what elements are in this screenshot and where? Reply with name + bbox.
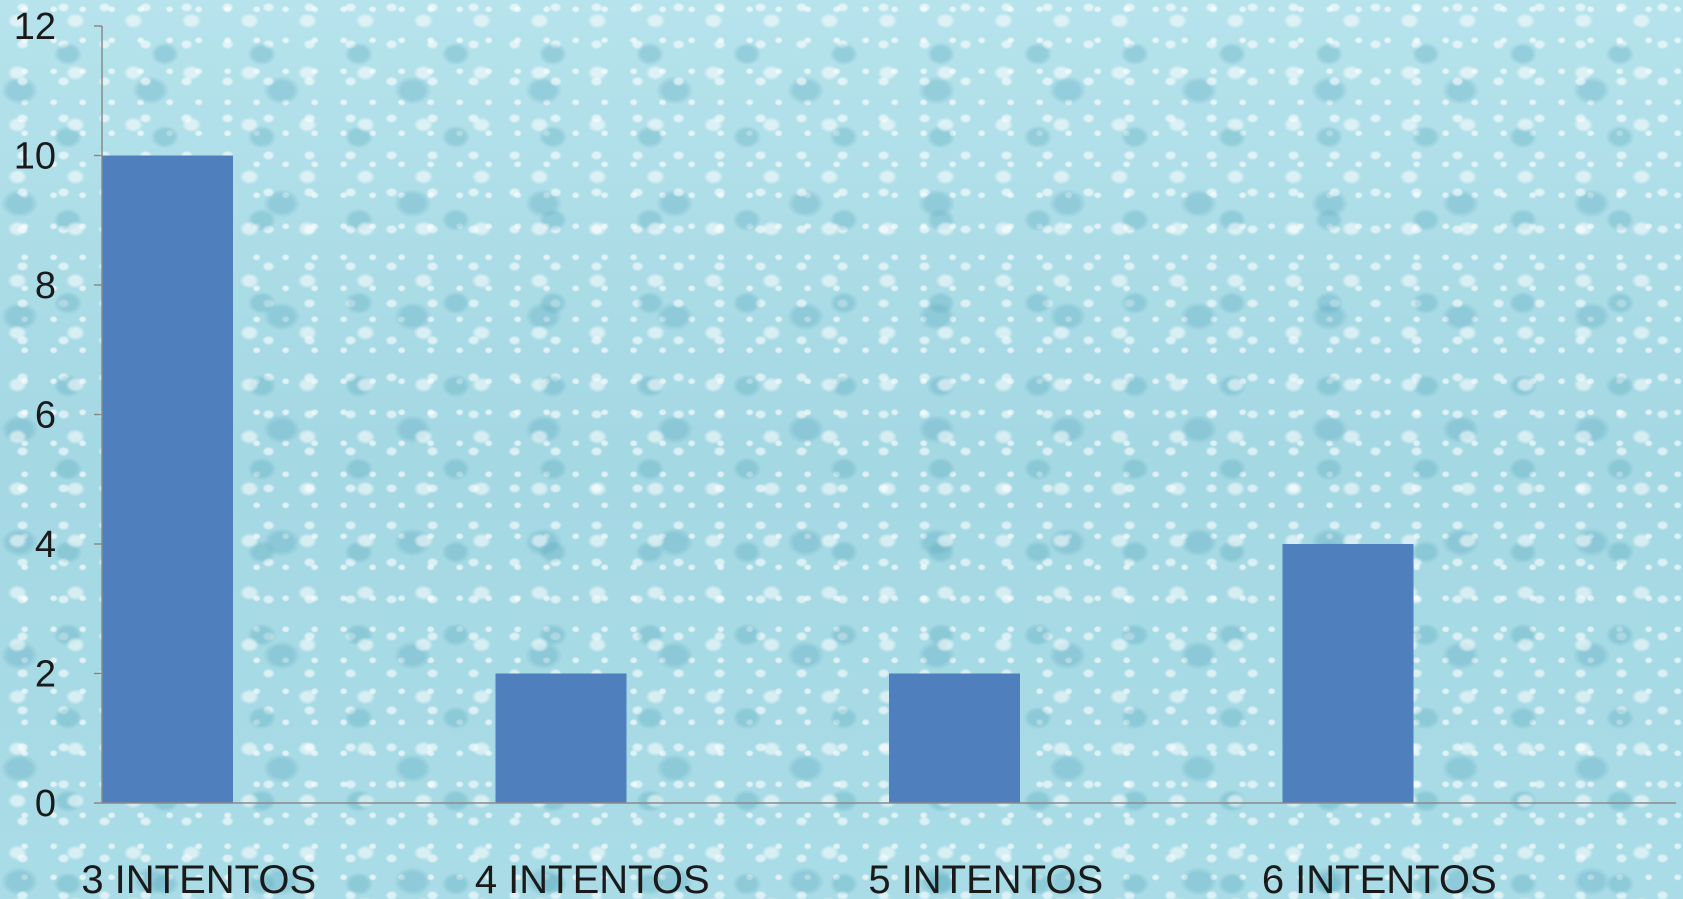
x-category-label: 6 INTENTOS — [1262, 858, 1497, 899]
x-category-label: 5 INTENTOS — [868, 858, 1103, 899]
bar-5-intentos — [889, 673, 1020, 803]
y-tick-label: 2 — [35, 654, 56, 696]
y-axis-ticks — [94, 25, 102, 804]
y-tick-label: 0 — [35, 783, 56, 825]
x-axis-category-labels: 3 INTENTOS 4 INTENTOS 5 INTENTOS 6 INTENTOS — [81, 858, 1496, 899]
y-axis-tick-labels: 0 2 4 6 8 10 12 — [14, 6, 56, 825]
x-category-label: 3 INTENTOS — [81, 858, 316, 899]
y-tick-label: 12 — [14, 6, 56, 48]
y-tick-label: 6 — [35, 395, 56, 437]
y-tick-label: 10 — [14, 136, 56, 178]
x-category-label: 4 INTENTOS — [475, 858, 710, 899]
y-tick-label: 8 — [35, 265, 56, 307]
bar-3-intentos — [102, 155, 233, 803]
bar-4-intentos — [495, 673, 627, 803]
y-tick-label: 4 — [35, 524, 56, 566]
bar-6-intentos — [1282, 544, 1414, 803]
bars-group — [102, 155, 1414, 803]
